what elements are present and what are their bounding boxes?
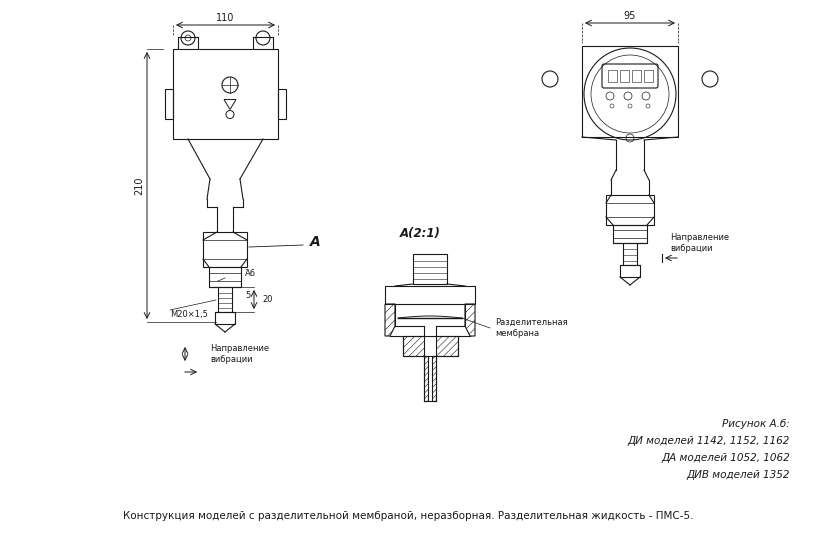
Text: 110: 110 [215,13,234,23]
Bar [644,70,653,82]
Bar [403,336,458,356]
Bar [218,287,232,312]
Bar [620,265,640,277]
Bar [613,225,647,243]
Text: Разделительная
мембрана: Разделительная мембрана [495,318,568,338]
Bar [209,267,241,287]
Text: Ά6: Ά6 [245,268,256,277]
Bar [606,195,654,225]
Bar [608,70,617,82]
Bar [632,70,641,82]
Text: 5: 5 [245,290,251,300]
Text: A: A [309,235,321,249]
Bar [582,46,678,137]
Bar [173,49,278,139]
Text: Направление
вибрации: Направление вибрации [670,233,730,253]
Bar [413,254,447,284]
Text: A(2:1): A(2:1) [400,227,441,240]
Text: 210: 210 [134,176,144,195]
Bar [278,89,286,119]
Text: 20: 20 [262,295,273,304]
Bar [203,232,247,267]
Text: ДИВ моделей 1352: ДИВ моделей 1352 [686,470,790,480]
Text: ДА моделей 1052, 1062: ДА моделей 1052, 1062 [661,453,790,463]
Text: Конструкция моделей с разделительной мембраной, неразборная. Разделительная жидк: Конструкция моделей с разделительной мем… [122,511,694,521]
Bar [623,243,637,265]
Bar [620,70,629,82]
Bar [385,286,475,304]
Text: 95: 95 [623,11,636,21]
Text: M20×1,5: M20×1,5 [170,311,208,320]
Bar [215,312,235,324]
Bar [165,89,173,119]
Text: ДИ моделей 1142, 1152, 1162: ДИ моделей 1142, 1152, 1162 [628,436,790,446]
Text: Рисунок А.б:: Рисунок А.б: [722,419,790,429]
Text: Направление
вибрации: Направление вибрации [210,344,269,363]
